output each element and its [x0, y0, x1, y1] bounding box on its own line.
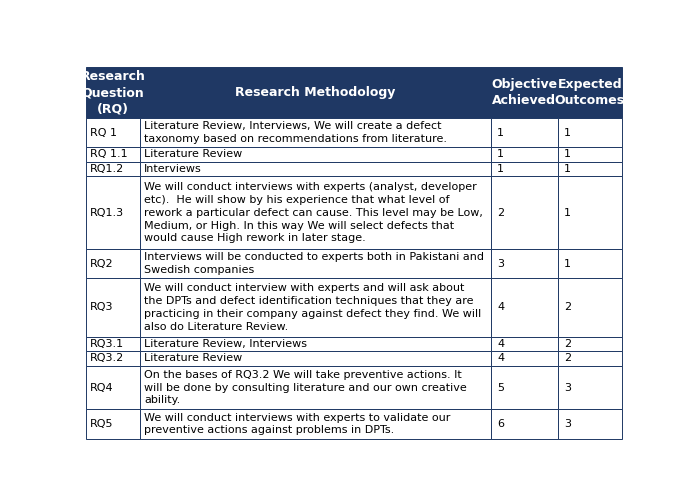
Text: Research Methodology: Research Methodology — [235, 86, 395, 99]
Bar — [558, 147, 622, 162]
Bar — [140, 118, 491, 147]
Bar — [558, 366, 622, 409]
Bar — [558, 249, 622, 278]
Bar — [140, 162, 491, 176]
Text: 6: 6 — [497, 419, 504, 429]
Text: RQ 1.1: RQ 1.1 — [90, 149, 128, 159]
Bar — [558, 351, 622, 366]
Text: RQ2: RQ2 — [90, 259, 114, 269]
Text: Interviews will be conducted to experts both in Pakistani and
Swedish companies: Interviews will be conducted to experts … — [144, 252, 484, 275]
Bar — [140, 147, 491, 162]
Text: 1: 1 — [497, 128, 504, 138]
Bar — [491, 162, 558, 176]
Bar — [558, 337, 622, 351]
Text: 2: 2 — [564, 302, 571, 312]
Bar — [86, 337, 140, 351]
Text: Literature Review: Literature Review — [144, 353, 243, 363]
Text: 2: 2 — [564, 339, 571, 349]
Text: RQ 1: RQ 1 — [90, 128, 117, 138]
Text: Research
Question
(RQ): Research Question (RQ) — [81, 69, 146, 115]
Bar — [491, 366, 558, 409]
Text: RQ3.2: RQ3.2 — [90, 353, 124, 363]
Bar — [86, 366, 140, 409]
Bar — [558, 176, 622, 249]
Text: 4: 4 — [497, 353, 504, 363]
Text: RQ3.1: RQ3.1 — [90, 339, 124, 349]
Bar — [491, 118, 558, 147]
Text: 1: 1 — [497, 149, 504, 159]
Text: 3: 3 — [497, 259, 504, 269]
Text: Literature Review, Interviews: Literature Review, Interviews — [144, 339, 307, 349]
Bar — [558, 409, 622, 439]
Text: On the bases of RQ3.2 We will take preventive actions. It
will be done by consul: On the bases of RQ3.2 We will take preve… — [144, 370, 467, 405]
Bar — [140, 176, 491, 249]
Bar — [140, 351, 491, 366]
Bar — [491, 249, 558, 278]
Bar — [491, 337, 558, 351]
Bar — [491, 67, 558, 118]
Bar — [86, 278, 140, 337]
Text: RQ3: RQ3 — [90, 302, 113, 312]
Bar — [558, 278, 622, 337]
Text: Literature Review: Literature Review — [144, 149, 243, 159]
Bar — [140, 409, 491, 439]
Text: RQ1.3: RQ1.3 — [90, 208, 124, 218]
Text: RQ5: RQ5 — [90, 419, 113, 429]
Bar — [140, 278, 491, 337]
Bar — [86, 147, 140, 162]
Text: We will conduct interview with experts and will ask about
the DPTs and defect id: We will conduct interview with experts a… — [144, 283, 482, 332]
Text: 2: 2 — [564, 353, 571, 363]
Bar — [558, 67, 622, 118]
Bar — [86, 67, 140, 118]
Text: 4: 4 — [497, 339, 504, 349]
Text: 1: 1 — [564, 164, 571, 174]
Text: 3: 3 — [564, 383, 571, 393]
Bar — [140, 366, 491, 409]
Text: 1: 1 — [564, 128, 571, 138]
Bar — [558, 162, 622, 176]
Text: Literature Review, Interviews, We will create a defect
taxonomy based on recomme: Literature Review, Interviews, We will c… — [144, 121, 447, 144]
Bar — [491, 351, 558, 366]
Text: Objective
Achieved: Objective Achieved — [491, 78, 557, 107]
Bar — [140, 249, 491, 278]
Bar — [491, 278, 558, 337]
Text: 1: 1 — [564, 259, 571, 269]
Bar — [140, 67, 491, 118]
Bar — [86, 162, 140, 176]
Bar — [491, 176, 558, 249]
Text: We will conduct interviews with experts (analyst, developer
etc).  He will show : We will conduct interviews with experts … — [144, 182, 483, 244]
Text: 1: 1 — [497, 164, 504, 174]
Bar — [86, 409, 140, 439]
Bar — [86, 249, 140, 278]
Text: 3: 3 — [564, 419, 571, 429]
Text: RQ1.2: RQ1.2 — [90, 164, 124, 174]
Bar — [86, 351, 140, 366]
Text: 2: 2 — [497, 208, 504, 218]
Bar — [86, 118, 140, 147]
Text: Expected
Outcomes: Expected Outcomes — [555, 78, 625, 107]
Text: Interviews: Interviews — [144, 164, 202, 174]
Text: We will conduct interviews with experts to validate our
preventive actions again: We will conduct interviews with experts … — [144, 413, 451, 436]
Text: 4: 4 — [497, 302, 504, 312]
Bar — [558, 118, 622, 147]
Bar — [491, 147, 558, 162]
Bar — [491, 409, 558, 439]
Text: 5: 5 — [497, 383, 504, 393]
Text: 1: 1 — [564, 208, 571, 218]
Bar — [86, 176, 140, 249]
Bar — [140, 337, 491, 351]
Text: 1: 1 — [564, 149, 571, 159]
Text: RQ4: RQ4 — [90, 383, 114, 393]
